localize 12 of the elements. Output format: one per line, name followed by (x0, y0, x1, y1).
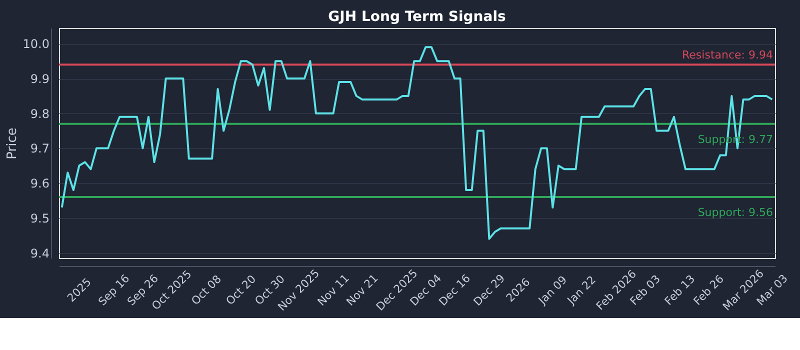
chart-title: GJH Long Term Signals (328, 9, 506, 25)
ref-line-label: Resistance: 9.94 (682, 48, 773, 62)
y-tick-label: 9.9 (30, 72, 50, 86)
ref-line-label: Support: 9.56 (698, 206, 773, 220)
y-tick-label: 9.7 (30, 142, 50, 156)
y-axis-title: Price (4, 128, 20, 160)
y-tick-label: 9.6 (30, 176, 50, 191)
line-series (60, 46, 774, 240)
y-tick-label: 9.8 (30, 106, 50, 121)
y-tick-label: 9.4 (30, 246, 50, 260)
y-tick-label: 10.0 (22, 37, 50, 52)
y-tick-label: 9.5 (30, 211, 50, 226)
